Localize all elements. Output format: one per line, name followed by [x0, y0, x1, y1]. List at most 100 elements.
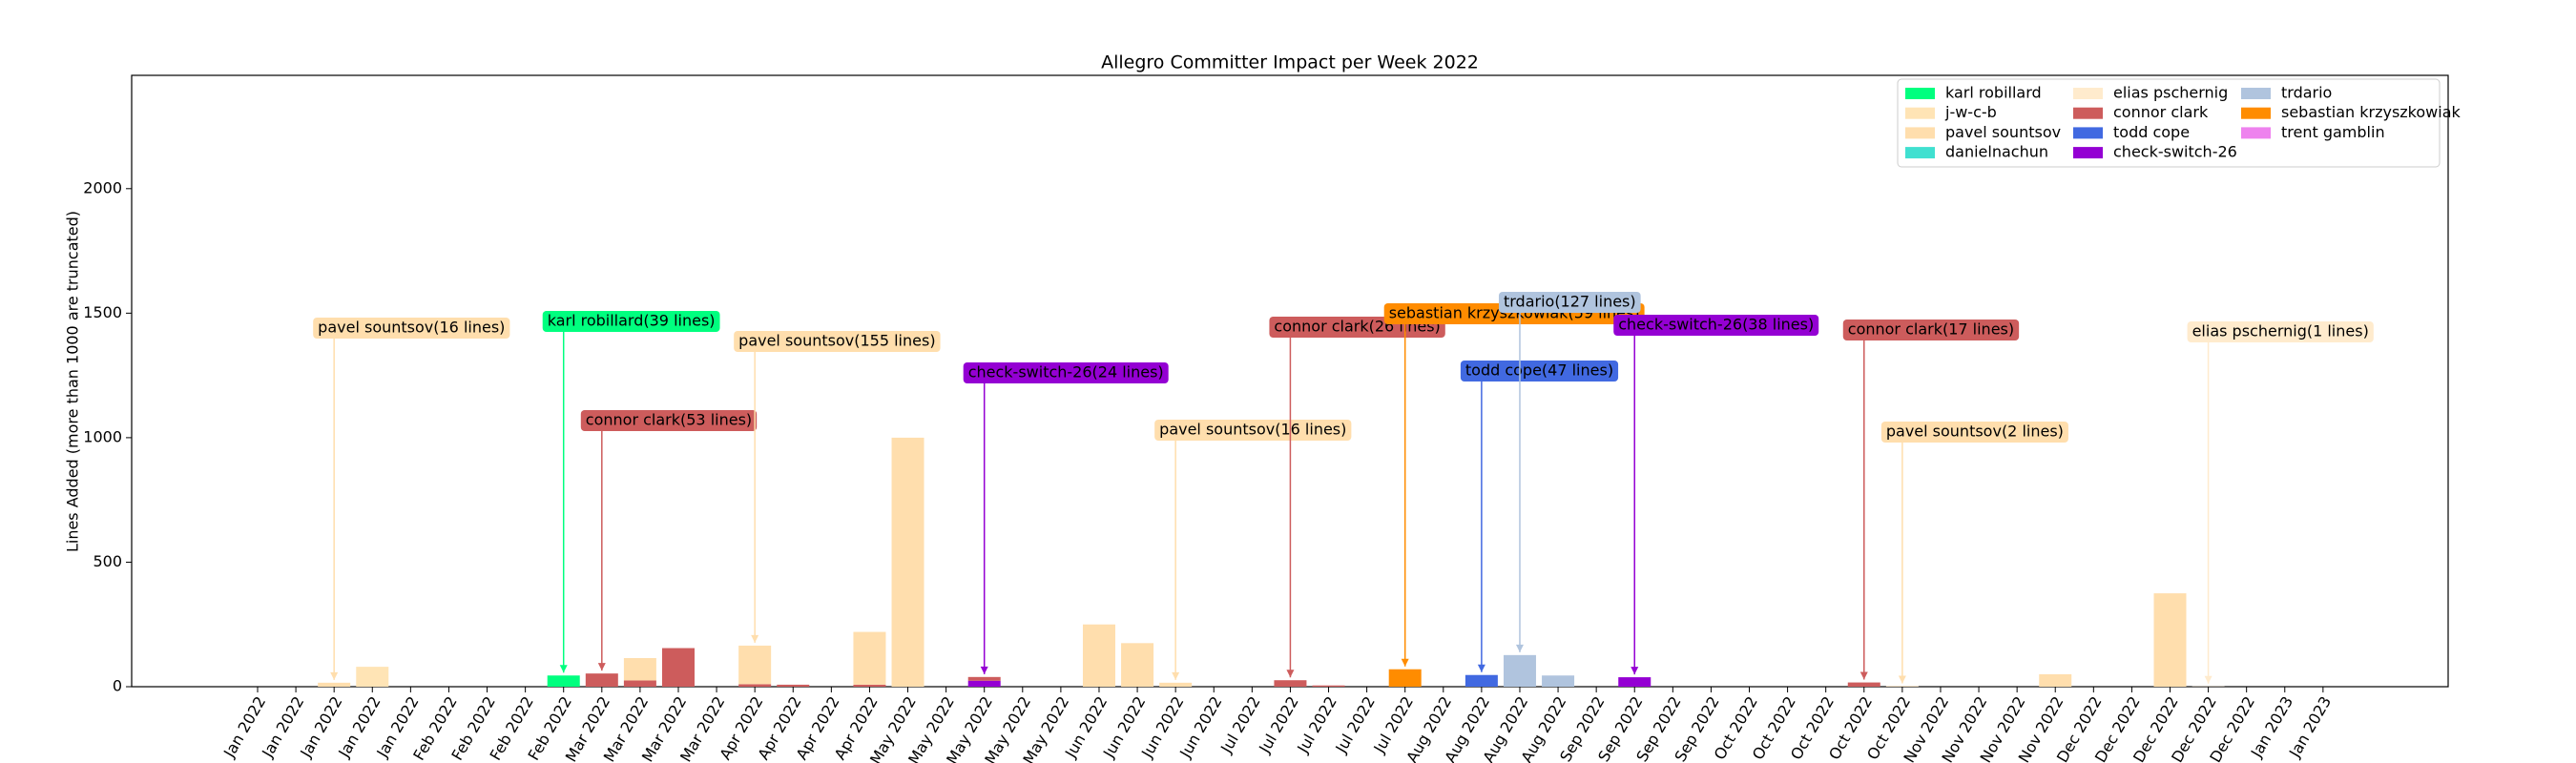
y-axis-label: Lines Added (more than 1000 are truncate… [64, 211, 82, 552]
legend-swatch [1905, 127, 1935, 139]
annotation-box [734, 331, 941, 352]
bar-segment [547, 675, 580, 687]
legend-swatch [1905, 88, 1935, 99]
bar-segment [2153, 593, 2187, 687]
y-tick-label: 2000 [83, 178, 122, 196]
annotation-arrowhead [1477, 664, 1485, 672]
bar-segment [1542, 675, 1575, 687]
annotation-box [1613, 315, 1819, 336]
annotation-box [1842, 320, 2020, 340]
legend-label: trent gamblin [2281, 123, 2385, 141]
legend-swatch [2073, 88, 2103, 99]
bar-segment [967, 680, 1001, 687]
bar-segment [1159, 682, 1193, 687]
bar-segment [356, 667, 389, 687]
annotation-arrowhead [1286, 670, 1295, 678]
bar-segment [585, 673, 618, 687]
y-tick-label: 1500 [83, 303, 122, 321]
chart-title: Allegro Committer Impact per Week 2022 [1101, 52, 1479, 73]
bar-segment [1503, 654, 1536, 687]
annotation-arrowhead [597, 663, 606, 671]
annotation-text: connor clark(17 lines) [1848, 320, 2014, 339]
annotation-text: connor clark(53 lines) [586, 411, 752, 429]
annotation-text: pavel sountsov(16 lines) [1159, 421, 1346, 439]
annotation-arrowhead [1515, 644, 1524, 652]
annotation-arrowhead [1401, 658, 1409, 667]
annotation-arrowhead [1898, 675, 1906, 684]
annotation: karl robillard(39 lines) [542, 311, 720, 673]
bar-segment [853, 684, 886, 687]
bar-segment [1274, 680, 1307, 687]
legend-label: karl robillard [1945, 84, 2042, 102]
legend-label: danielnachun [1945, 143, 2048, 161]
annotation: elias pschernig(1 lines) [2187, 321, 2374, 684]
legend-label: todd cope [2113, 123, 2190, 141]
bar-segment [738, 684, 772, 687]
y-tick-label: 0 [113, 677, 122, 695]
legend-swatch [1905, 147, 1935, 159]
annotation: check-switch-26(24 lines) [963, 362, 1169, 674]
bar-segment [318, 682, 351, 687]
bar-segment [853, 631, 886, 685]
annotation-text: pavel sountsov(155 lines) [738, 332, 935, 350]
bar-segment [1885, 686, 1919, 687]
annotation-text: check-switch-26(38 lines) [1618, 316, 1814, 334]
legend-label: j-w-c-b [1944, 103, 1997, 121]
annotation-box [580, 410, 758, 431]
bar-segment [2039, 673, 2072, 687]
legend-label: connor clark [2113, 103, 2209, 121]
bar-segment [623, 680, 656, 687]
annotation-arrowhead [1172, 671, 1180, 680]
bar-segment [777, 684, 810, 687]
legend-swatch [1905, 107, 1935, 119]
annotation-box [313, 318, 510, 339]
legend-label: elias pschernig [2113, 84, 2228, 102]
annotation: check-switch-26(38 lines) [1613, 315, 1819, 675]
annotation: todd cope(47 lines) [1460, 361, 1619, 672]
bar-segment [1121, 643, 1154, 687]
y-tick-label: 500 [93, 552, 122, 570]
annotation-box [1880, 422, 2068, 443]
annotation: connor clark(17 lines) [1842, 320, 2020, 680]
annotation-box [542, 311, 720, 332]
bar-segment [1312, 685, 1345, 687]
annotation: trdario(127 lines) [1498, 292, 1641, 652]
annotation-arrowhead [2204, 675, 2212, 684]
bar-segment [661, 648, 695, 687]
annotation-text: check-switch-26(24 lines) [968, 363, 1164, 382]
legend-label: pavel sountsov [1945, 123, 2061, 141]
annotation: sebastian krzyszkowiak(59 lines) [1383, 303, 1645, 667]
annotation-arrowhead [980, 666, 988, 674]
annotation-text: elias pschernig(1 lines) [2192, 322, 2369, 340]
annotation: connor clark(26 lines) [1269, 317, 1445, 678]
bar-segment [967, 676, 1001, 681]
bar-segment [1618, 677, 1652, 687]
annotation: pavel sountsov(16 lines) [1154, 420, 1352, 680]
legend-label: sebastian krzyszkowiak [2281, 103, 2461, 121]
annotation-text: trdario(127 lines) [1504, 293, 1636, 311]
legend-swatch [2241, 127, 2271, 139]
annotation-arrowhead [751, 634, 759, 643]
annotation-text: todd cope(47 lines) [1465, 361, 1613, 380]
legend-swatch [2073, 107, 2103, 119]
annotation-text: karl robillard(39 lines) [548, 312, 716, 330]
bar-segment [1388, 669, 1422, 687]
legend-swatch [2241, 88, 2271, 99]
annotation: pavel sountsov(16 lines) [313, 318, 510, 680]
legend-box [1897, 78, 2441, 168]
bar-segment [891, 437, 924, 687]
annotation-arrowhead [330, 671, 339, 680]
annotation-box [1460, 361, 1619, 382]
legend-label: check-switch-26 [2113, 143, 2237, 161]
annotation: pavel sountsov(155 lines) [734, 331, 941, 643]
legend-swatch [2073, 127, 2103, 139]
y-tick-label: 1000 [83, 427, 122, 445]
bar-segment [1082, 624, 1115, 687]
legend-label: trdario [2281, 84, 2332, 102]
annotation-arrowhead [1859, 671, 1868, 680]
annotation-arrowhead [1631, 667, 1639, 675]
annotation: pavel sountsov(2 lines) [1880, 422, 2068, 684]
bar-segment [1465, 674, 1498, 687]
annotation-box [1154, 420, 1352, 441]
